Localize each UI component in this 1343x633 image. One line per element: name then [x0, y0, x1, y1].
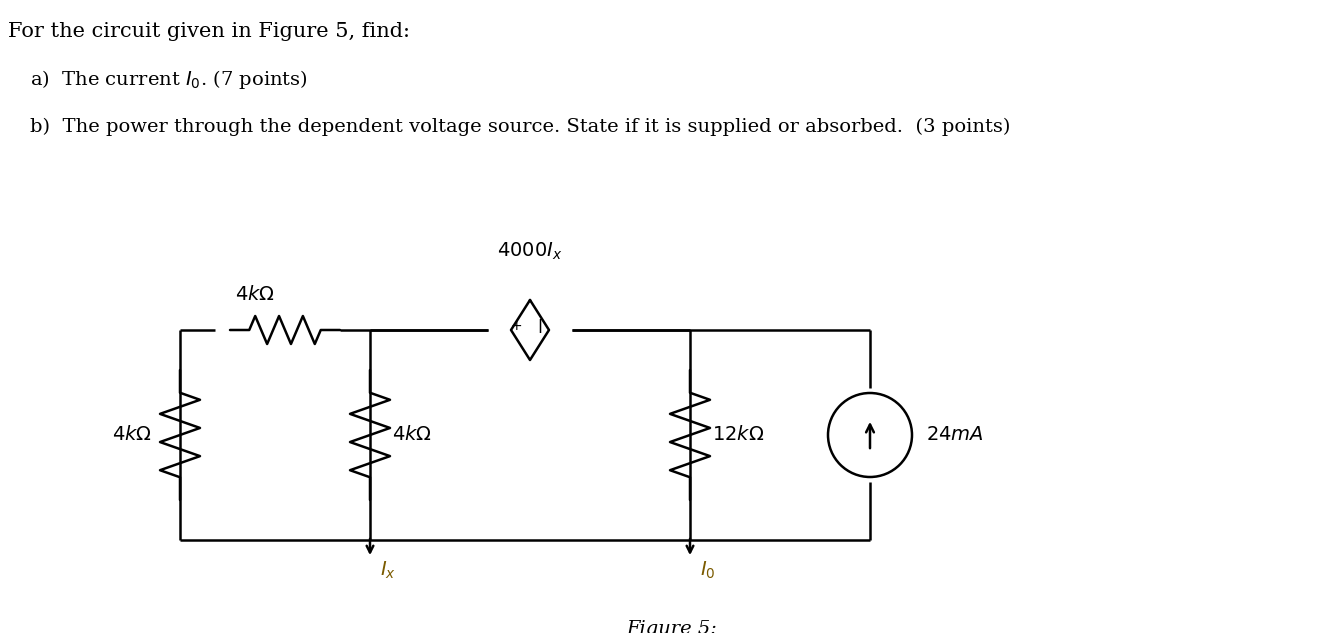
Text: $4k\Omega$: $4k\Omega$: [113, 425, 152, 444]
Text: $24mA$: $24mA$: [927, 426, 984, 444]
Text: b)  The power through the dependent voltage source. State if it is supplied or a: b) The power through the dependent volta…: [30, 118, 1010, 136]
Text: $+$: $+$: [510, 319, 522, 333]
Text: a)  The current $I_0$. (7 points): a) The current $I_0$. (7 points): [30, 68, 308, 91]
Text: $I_0$: $I_0$: [700, 560, 716, 581]
Text: $4k\Omega$: $4k\Omega$: [235, 285, 275, 304]
Text: $\mathbf{|}$: $\mathbf{|}$: [537, 317, 543, 335]
Text: Figure 5:: Figure 5:: [626, 620, 717, 633]
Text: $I_x$: $I_x$: [380, 560, 396, 581]
Text: $12k\Omega$: $12k\Omega$: [712, 425, 764, 444]
Text: For the circuit given in Figure 5, find:: For the circuit given in Figure 5, find:: [8, 22, 410, 41]
Text: $4000I_x$: $4000I_x$: [497, 241, 563, 262]
Text: $4k\Omega$: $4k\Omega$: [392, 425, 432, 444]
